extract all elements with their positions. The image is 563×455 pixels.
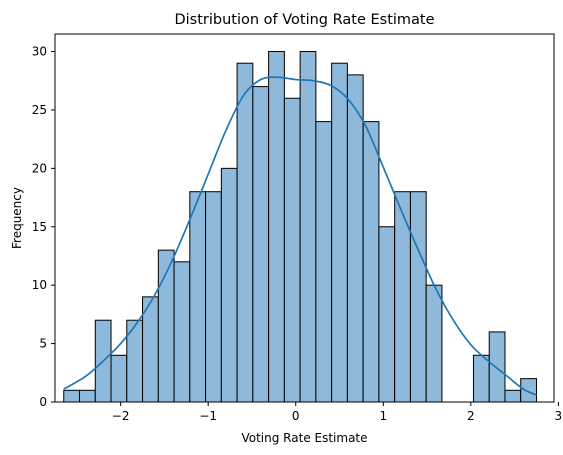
histogram-bar xyxy=(378,226,396,403)
histogram-bar xyxy=(299,51,317,403)
x-axis: −2 −1 0 1 2 3 xyxy=(112,402,562,423)
y-tick-label: 30 xyxy=(32,45,47,59)
x-axis-label: Voting Rate Estimate xyxy=(241,431,367,445)
histogram-bar xyxy=(346,74,364,403)
histogram-bar xyxy=(173,261,191,403)
y-tick-label: 15 xyxy=(32,220,47,234)
histogram-bar xyxy=(520,378,537,403)
histogram-bar xyxy=(488,331,506,403)
x-tick-label: 1 xyxy=(379,409,387,423)
bars-group xyxy=(63,51,537,403)
y-tick-label: 5 xyxy=(39,337,47,351)
chart-title: Distribution of Voting Rate Estimate xyxy=(174,12,434,28)
x-tick-label: 0 xyxy=(292,409,300,423)
histogram-bar xyxy=(236,62,254,403)
histogram-bar xyxy=(472,354,490,403)
histogram-bar xyxy=(504,389,522,403)
histogram-bar xyxy=(205,191,222,403)
x-tick-label: −2 xyxy=(112,409,130,423)
histogram-bar xyxy=(394,191,411,403)
histogram-bar xyxy=(110,354,128,403)
histogram-bar xyxy=(409,191,427,403)
histogram-bar xyxy=(79,389,96,403)
histogram-bar xyxy=(315,121,333,403)
histogram-bar xyxy=(425,284,443,403)
histogram-bar xyxy=(252,86,270,403)
x-tick-label: −1 xyxy=(199,409,217,423)
y-tick-label: 25 xyxy=(32,103,47,117)
x-tick-label: 2 xyxy=(467,409,475,423)
histogram-bar xyxy=(268,51,285,403)
y-tick-label: 20 xyxy=(32,161,47,175)
histogram-bar xyxy=(362,121,380,403)
y-axis-label: Frequency xyxy=(10,187,24,249)
histogram-bar xyxy=(63,389,81,403)
kde-line xyxy=(63,76,537,396)
y-axis: 0 5 10 15 20 25 30 xyxy=(32,45,55,409)
histogram-bar xyxy=(220,167,238,403)
y-tick-label: 10 xyxy=(32,278,47,292)
histogram-bar xyxy=(283,97,301,403)
histogram-bar xyxy=(189,191,207,403)
x-tick-label: 3 xyxy=(555,409,563,423)
histogram-bar xyxy=(331,62,348,403)
plot-frame xyxy=(54,33,555,403)
y-tick-label: 0 xyxy=(39,395,47,409)
